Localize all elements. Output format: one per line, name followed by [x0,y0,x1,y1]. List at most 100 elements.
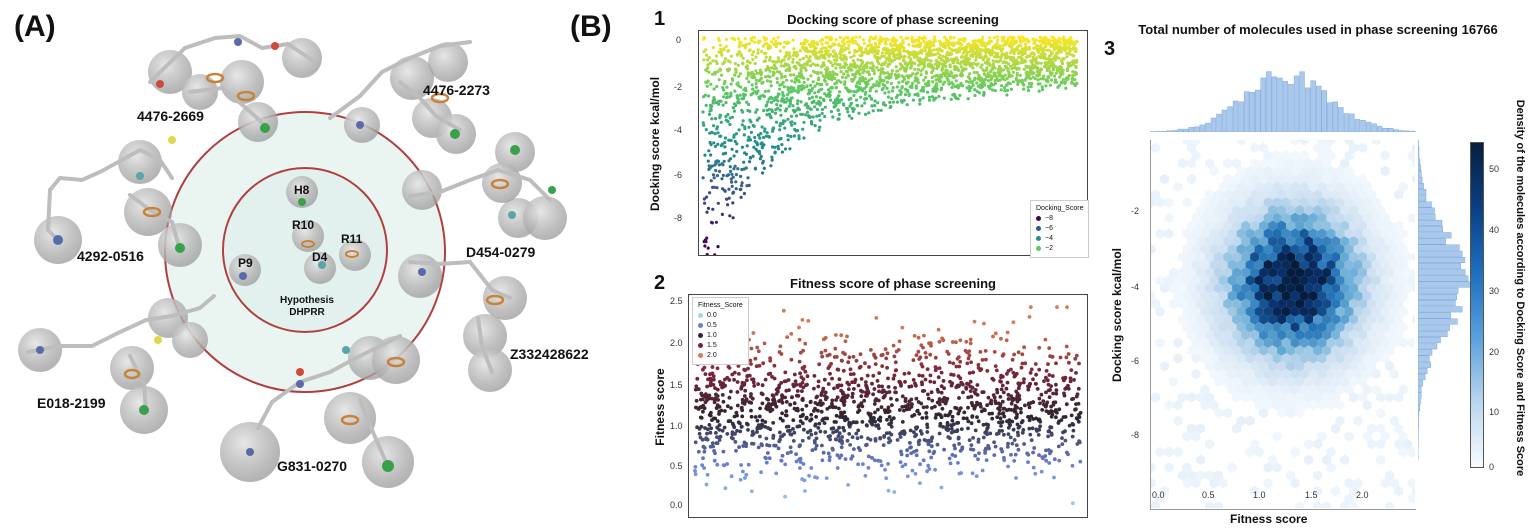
chart1-point [907,92,911,96]
hypothesis-diagram [18,33,567,488]
chart1-point [856,104,860,108]
chart2-point [1012,438,1017,442]
chart3-hexbin [1232,236,1242,247]
chart2-point [693,469,697,473]
chart2-point [843,457,848,461]
chart1-point [767,135,771,139]
chart1-point [862,41,866,45]
chart3-hexbin [1398,322,1408,333]
chart1-point [715,186,719,190]
chart1-point [1019,44,1023,48]
chart3-hexbin [1259,298,1269,309]
chart1-point [769,164,773,168]
chart1-point [774,66,778,70]
chart1-point [731,190,736,194]
chart3-hexbin [1160,173,1169,185]
chart3-hexbin [1151,142,1160,153]
chart1-point [716,159,721,163]
chart3-hexbin [1371,259,1381,270]
chart2-point [911,378,916,382]
chart3-hexbin [1376,345,1386,356]
chart2-point [710,396,714,401]
chart3-hexbin [1245,228,1255,239]
chart3-hexbin [1290,150,1300,161]
chart2-point [803,489,807,493]
chart2-point [957,396,961,400]
chart1-point [924,75,928,79]
chart3-hexbin [1349,298,1359,309]
chart2-point [998,395,1003,399]
chart1-point [955,74,959,78]
chart2-point [828,434,832,438]
chart2-point [990,416,995,421]
chart3-hexbin [1250,251,1260,263]
chart1-point [822,98,826,103]
chart2-point [1026,387,1031,392]
chart2-point [829,361,833,366]
chart2-point [816,408,820,413]
chart1-point [1071,70,1075,74]
chart1-point [859,68,863,72]
chart1-point [983,44,987,48]
chart3-hexbin [1394,329,1404,341]
chart1-point [1067,73,1071,78]
chart2-point [723,486,728,491]
chart1-point [713,117,718,121]
chart1-point [995,41,999,45]
chart3-hexbin [1358,142,1368,153]
chart2-point [917,373,922,378]
chart2-point [866,466,871,470]
chart2-point [825,353,830,358]
chart2-point [922,389,927,393]
chart1-point [806,77,810,81]
chart1-point [823,114,827,119]
chart1-point [1027,82,1031,86]
chart1-point [819,71,823,75]
chart1-point [829,110,833,114]
chart3-hexbin [1317,353,1327,364]
chart1-point [837,112,841,116]
chart2-point [1073,356,1078,361]
chart1-point [741,110,745,114]
chart1-point [829,37,834,41]
chart2-point [892,373,897,378]
chart1-point [722,47,726,51]
chart1-point [762,135,766,140]
chart2-legend-entry: 1.5 [698,341,743,351]
chart1-point [949,97,953,101]
chart1-point [995,35,999,39]
chart3-hexbin [1335,322,1345,333]
chart1-point [954,79,958,83]
chart1-point [916,93,920,98]
chart1-point [972,70,976,74]
chart1-point [1060,61,1065,66]
chart2-point [945,421,950,425]
chart1-point [706,246,710,250]
chart1-point [776,99,780,103]
chart3-right-bar [1418,343,1438,350]
chart3-hexbin [1214,189,1224,200]
chart3-hexbin [1259,251,1269,263]
chart1-point [915,71,919,75]
chart2-point [864,442,869,447]
chart2-point [864,394,868,398]
chart3-hexbin [1317,368,1327,380]
chart2-point [1026,452,1031,457]
chart1-point [743,127,747,131]
chart2-point [957,408,962,413]
chart1-point [712,124,716,128]
chart2-point [894,390,898,395]
chart1-point [979,53,983,57]
chart3-hexbin [1173,181,1183,192]
chart2-point [1031,465,1036,470]
chart1-point [719,134,723,138]
chart1-point [774,120,779,124]
chart1-point [723,145,727,149]
chart2-point [950,418,955,423]
chart3-right-bar [1418,176,1423,183]
chart2-point [887,422,891,426]
chart3-hexbin [1389,228,1399,239]
chart3-hexbin [1236,259,1246,270]
chart3-hexbin [1236,353,1246,364]
chart1-point [936,51,940,55]
